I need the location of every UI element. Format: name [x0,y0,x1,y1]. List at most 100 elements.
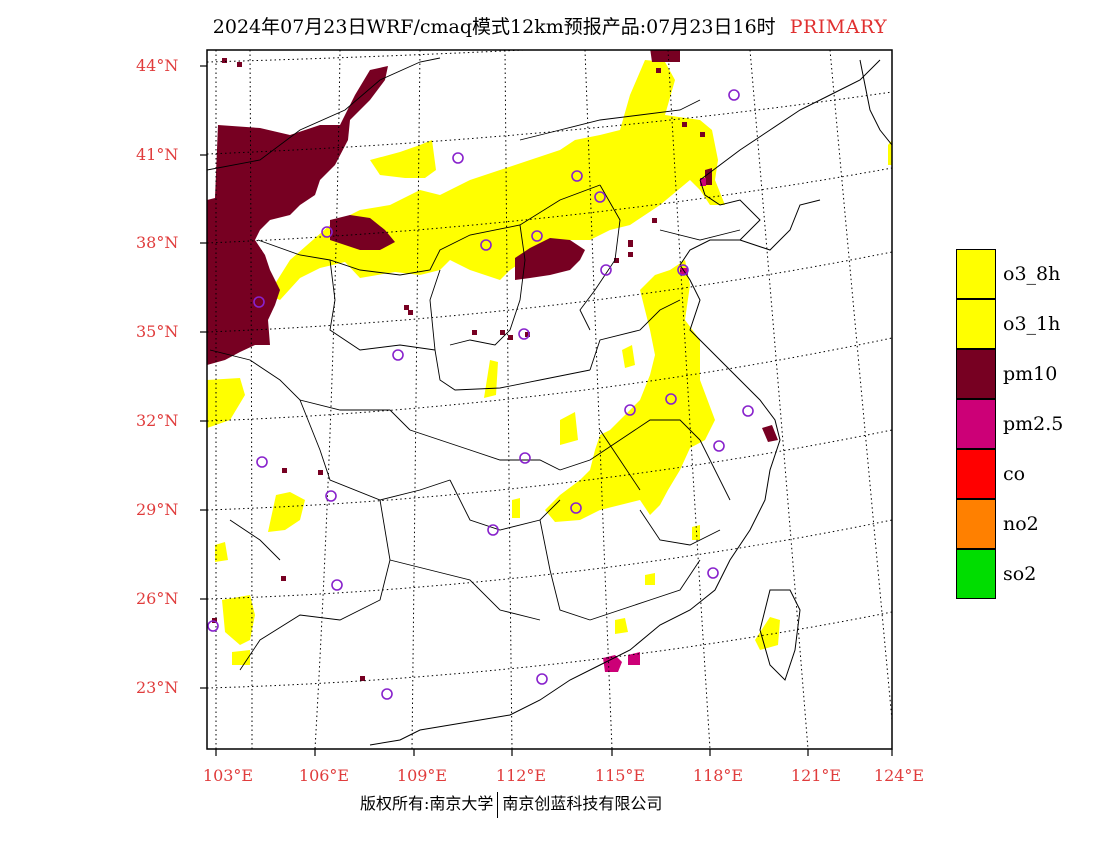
ozone-area [645,573,655,585]
ozone-area [512,498,520,518]
station-marker [531,230,543,242]
station-marker [392,349,404,361]
pm10-cell [281,576,286,581]
station-marker [677,264,689,276]
ozone-area [692,525,700,540]
pm10-area [515,238,585,280]
legend-label: pm2.5 [1003,413,1064,435]
station-marker [571,170,583,182]
station-marker [707,567,719,579]
graticule [207,50,892,749]
legend-label: o3_8h [1003,263,1061,285]
pm10-cell [525,332,530,337]
station-marker [253,296,265,308]
pm10-cell [656,68,661,73]
pm10-cell [237,62,242,67]
pm10-cell [628,252,633,257]
ozone-area [215,542,228,562]
coastline [369,59,892,746]
lon-label-124: 124°E [873,766,925,785]
station-marker [207,620,219,632]
company-text: 南京创蓝科技有限公司 [502,794,663,813]
lat-label-44: 44°N [136,56,179,75]
ozone-area [622,345,635,368]
legend-label: o3_1h [1003,313,1061,335]
pm10-cell [652,218,657,223]
legend-swatch [956,399,996,449]
station-marker [600,264,612,276]
lat-label-29: 29°N [136,500,179,519]
station-marker [665,393,677,405]
pm10-cell [257,250,262,255]
legend-label: no2 [1003,513,1039,535]
station-marker [452,152,464,164]
map-title: 2024年07月23日WRF/cmaq模式12km预报产品:07月23日16时 P… [0,12,1100,39]
pollutant-legend: o3_8h o3_1h pm10 pm2.5 co no2 so2 [955,249,1085,599]
copyright-footer: 版权所有:南京大学 南京创蓝科技有限公司 [360,790,662,818]
legend-item-pm25: pm2.5 [955,399,1085,449]
lon-label-118: 118°E [692,766,744,785]
ozone-area [545,260,715,522]
station-marker [480,239,492,251]
station-marker [624,404,636,416]
station-marker [325,490,337,502]
station-marker [536,673,548,685]
pm10-cell [472,330,477,335]
legend-label: so2 [1003,563,1037,585]
station-marker [381,688,393,700]
lat-label-35: 35°N [136,322,179,341]
pm10-area [705,168,712,185]
pm10-cell [682,122,687,127]
pm10-area [762,425,778,442]
lat-label-26: 26°N [136,589,179,608]
station-marker [321,226,333,238]
monitoring-stations [207,89,754,700]
station-marker [570,502,582,514]
station-marker [594,191,606,203]
ozone-area [615,618,628,634]
station-marker [713,440,725,452]
legend-swatch [956,499,996,549]
legend-swatch [956,249,996,299]
pm10-cell [700,132,705,137]
legend-item-o3-1h: o3_1h [955,299,1085,349]
lat-label-23: 23°N [136,678,179,697]
pm10-cell [318,470,323,475]
lat-label-41: 41°N [136,145,179,164]
station-marker [518,328,530,340]
lon-label-106: 106°E [298,766,350,785]
pm10-area [330,215,395,250]
pm10-cell [614,258,619,263]
station-marker [487,524,499,536]
legend-item-co: co [955,449,1085,499]
pm10-cell [360,676,365,681]
ozone-area [755,617,780,650]
pm10-cell [282,468,287,473]
ozone-area [222,595,255,645]
primary-tag: PRIMARY [789,16,888,38]
lon-label-103: 103°E [202,766,254,785]
station-marker [519,452,531,464]
ozone-area [232,650,250,665]
lon-label-115: 115°E [594,766,646,785]
legend-item-no2: no2 [955,499,1085,549]
pm10-cell [508,335,513,340]
legend-swatch [956,549,996,599]
ozone-area [370,140,436,178]
copyright-text: 版权所有:南京大学 [360,794,494,813]
legend-item-so2: so2 [955,549,1085,599]
lat-label-32: 32°N [136,411,179,430]
title-text: 2024年07月23日WRF/cmaq模式12km预报产品:07月23日16时 [212,16,776,38]
lon-label-109: 109°E [396,766,448,785]
lat-label-38: 38°N [136,233,179,252]
ozone-area [268,492,305,532]
ozone-area [560,412,578,445]
legend-label: co [1003,463,1026,485]
pm10-cell [404,305,409,310]
station-marker [742,405,754,417]
pm10-cell [222,58,227,63]
lon-label-112: 112°E [495,766,547,785]
lon-label-121: 121°E [790,766,842,785]
pm10-cell [408,310,413,315]
